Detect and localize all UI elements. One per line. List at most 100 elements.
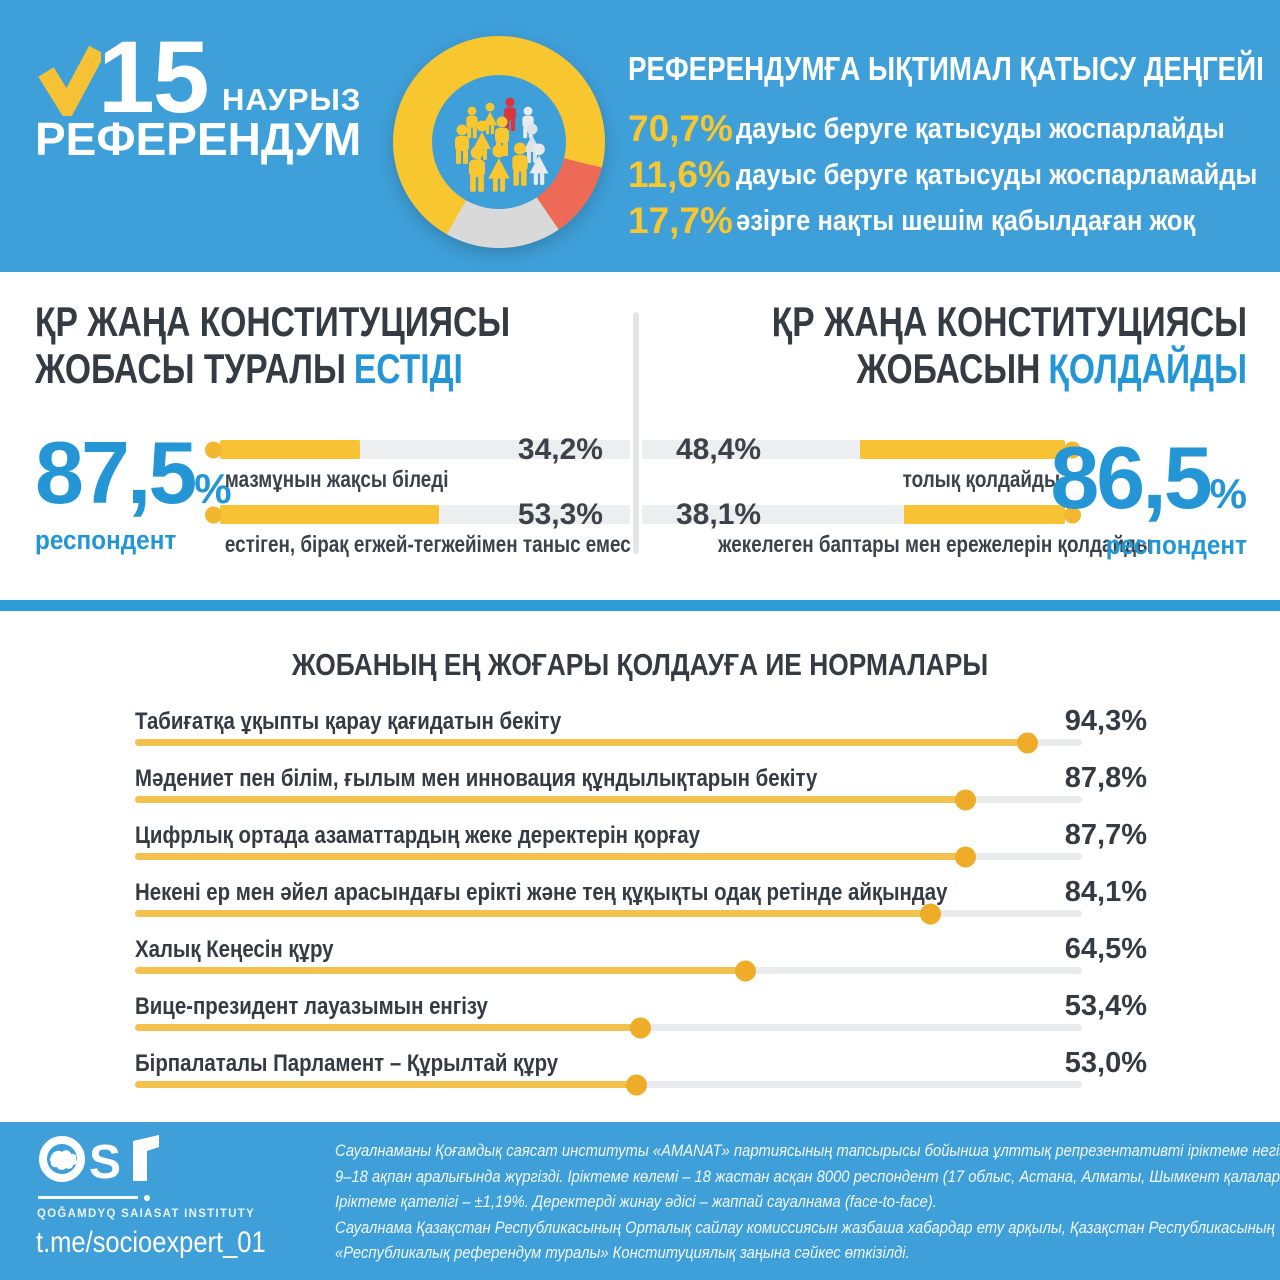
constitution-section: ҚР ЖАҢА КОНСТИТУЦИЯСЫ ЖОБАСЫ ТУРАЛЫ ЕСТІД… bbox=[0, 272, 1280, 600]
participation-block: РЕФЕРЕНДУМҒА ЫҚТИМАЛ ҚАТЫСУ ДЕҢГЕЙІ 70,7… bbox=[628, 50, 1264, 244]
people-group-icon bbox=[432, 73, 566, 212]
support-title: ҚР ЖАҢА КОНСТИТУЦИЯСЫ ЖОБАСЫН ҚОЛДАЙДЫ bbox=[772, 298, 1247, 392]
logo-day: 15 bbox=[98, 20, 209, 134]
norms-title: ЖОБАНЫҢ ЕҢ ЖОҒАРЫ ҚОЛДАУҒА ИЕ НОРМАЛАРЫ bbox=[291, 647, 989, 682]
support-bar-row: 48,4% толық қолдайды bbox=[642, 433, 1081, 493]
norm-track bbox=[135, 1074, 1082, 1095]
bar-fill bbox=[903, 505, 1065, 524]
participation-stats: 70,7% дауыс беруге қатысуды жоспарлайды … bbox=[628, 106, 1257, 244]
stat-value: 11,6% bbox=[628, 154, 731, 195]
norm-dot bbox=[629, 1017, 651, 1038]
stat-label: дауыс беруге қатысуды жоспарлайды bbox=[736, 112, 1225, 145]
bar-fill bbox=[860, 440, 1065, 459]
section-divider bbox=[0, 600, 1280, 611]
support-title-line2: ЖОБАСЫН bbox=[856, 345, 1041, 393]
logo-month: НАУРЫЗ bbox=[222, 82, 362, 117]
bar-dot bbox=[1064, 506, 1081, 523]
methodology-line: Сауалнаманы Қоғамдық саясат институты «A… bbox=[335, 1141, 1280, 1160]
norm-label: Цифрлық ортада азаматтардың жеке деректе… bbox=[135, 822, 700, 849]
bar-dot bbox=[205, 441, 222, 458]
stat-value: 70,7% bbox=[628, 108, 733, 149]
qsi-logo-icon: S bbox=[37, 1133, 187, 1192]
org-name: QOĞAMDYQ SAIASAT INSTITUTY bbox=[37, 1206, 256, 1220]
heard-title-accent: ЕСТІДІ bbox=[353, 345, 463, 393]
norm-label: Табиғатқа ұқыпты қарау қағидатын бекіту bbox=[135, 708, 562, 735]
norm-dot bbox=[955, 789, 977, 810]
norm-dot bbox=[954, 846, 976, 867]
bar-track: 34,2% bbox=[205, 433, 630, 466]
norm-track bbox=[135, 960, 1082, 981]
heard-title-line2: ЖОБАСЫ ТУРАЛЫ bbox=[35, 345, 346, 393]
bar-value: 34,2% bbox=[517, 432, 603, 466]
norm-dot bbox=[625, 1074, 647, 1095]
heard-bar-row: 34,2% мазмұнын жақсы біледі bbox=[205, 433, 630, 493]
heard-bar-row: 53,3% естіген, бірақ егжей-тегжейімен та… bbox=[205, 498, 631, 558]
support-title-line1: ҚР ЖАҢА КОНСТИТУЦИЯСЫ bbox=[771, 298, 1247, 345]
norm-fill bbox=[135, 903, 942, 924]
norm-track bbox=[135, 903, 1082, 924]
bar-fill bbox=[220, 440, 361, 459]
norm-fill bbox=[135, 960, 756, 981]
support-bar-row: 38,1% жекелеген баптары мен ережелерін қ… bbox=[642, 498, 1152, 558]
norm-track bbox=[135, 846, 1082, 867]
bar-track: 53,3% bbox=[205, 498, 630, 531]
methodology-text: Сауалнаманы Қоғамдық саясат институты «A… bbox=[335, 1138, 1280, 1266]
norm-row: Халық Кеңесін құру 64,5% bbox=[135, 933, 1147, 990]
bar-value: 53,3% bbox=[517, 497, 603, 531]
methodology-line: «Республикалық референдум туралы» Консти… bbox=[335, 1243, 910, 1263]
support-big-value: 86,5 bbox=[1050, 428, 1212, 527]
norm-track bbox=[135, 732, 1082, 753]
norms-rows: Табиғатқа ұқыпты қарау қағидатын бекіту … bbox=[0, 705, 1280, 1104]
norm-track bbox=[135, 1017, 1082, 1038]
norm-label: Бірпалаталы Парламент – Құрылтай құру bbox=[135, 1050, 559, 1077]
norm-fill bbox=[135, 1074, 647, 1095]
norm-row: Некені ер мен әйел арасындағы ерікті жән… bbox=[135, 876, 1147, 933]
bar-caption: мазмұнын жақсы біледі bbox=[224, 466, 449, 492]
heard-big-unit: % bbox=[194, 465, 232, 512]
telegram-handle-link[interactable]: t.me/socioexpert_01 bbox=[36, 1226, 266, 1259]
bar-value: 48,4% bbox=[676, 432, 762, 466]
footer: S QOĞAMDYQ SAIASAT INSTITUTY t.me/socioe… bbox=[0, 1122, 1280, 1280]
stat-row: 11,6% дауыс беруге қатысуды жоспарламайд… bbox=[628, 152, 1257, 198]
norm-fill bbox=[135, 789, 977, 810]
participation-title: РЕФЕРЕНДУМҒА ЫҚТИМАЛ ҚАТЫСУ ДЕҢГЕЙІ bbox=[628, 50, 1264, 87]
norm-value: 87,8% bbox=[1064, 762, 1147, 794]
bar-dot bbox=[1064, 441, 1081, 458]
stat-row: 70,7% дауыс беруге қатысуды жоспарлайды bbox=[628, 106, 1253, 152]
logo-underline bbox=[38, 1195, 150, 1201]
norm-fill bbox=[135, 732, 1039, 753]
stat-value: 17,7% bbox=[628, 200, 733, 241]
support-big-number: 86,5% респондент bbox=[1047, 434, 1247, 561]
heard-big-value: 87,5 bbox=[35, 423, 197, 522]
vertical-divider bbox=[633, 312, 639, 554]
logo-word: РЕФЕРЕНДУМ bbox=[35, 113, 362, 165]
norm-label: Вице-президент лауазымын енгізу bbox=[135, 993, 488, 1020]
bar-fill bbox=[220, 505, 439, 524]
donut-inner bbox=[432, 75, 566, 209]
norm-value: 64,5% bbox=[1064, 933, 1147, 965]
methodology-line: Сауалнама Қазақстан Республикасының Орта… bbox=[335, 1217, 1275, 1237]
norm-dot bbox=[1017, 732, 1039, 753]
norm-value: 84,1% bbox=[1064, 876, 1147, 908]
norm-row: Цифрлық ортада азаматтардың жеке деректе… bbox=[135, 819, 1147, 876]
norm-dot bbox=[734, 960, 756, 981]
norm-label: Некені ер мен әйел арасындағы ерікті жән… bbox=[135, 879, 948, 906]
norm-value: 53,4% bbox=[1064, 990, 1147, 1022]
header: 15 НАУРЫЗ РЕФЕРЕНДУМ bbox=[0, 0, 1280, 272]
norm-row: Мәдениет пен білім, ғылым мен инновация … bbox=[135, 762, 1147, 819]
participation-donut bbox=[393, 36, 605, 248]
bar-track: 48,4% bbox=[642, 433, 1081, 466]
norm-track bbox=[135, 789, 1082, 810]
norm-row: Бірпалаталы Парламент – Құрылтай құру 53… bbox=[135, 1047, 1147, 1104]
norm-row: Табиғатқа ұқыпты қарау қағидатын бекіту … bbox=[135, 705, 1147, 762]
heard-big-number: 87,5% респондент bbox=[35, 429, 232, 556]
bar-track: 38,1% bbox=[642, 498, 1081, 531]
referendum-logo: 15 НАУРЫЗ РЕФЕРЕНДУМ bbox=[35, 26, 361, 165]
support-big-unit: % bbox=[1209, 470, 1247, 517]
support-title-accent: ҚОЛДАЙДЫ bbox=[1048, 345, 1247, 393]
heard-title: ҚР ЖАҢА КОНСТИТУЦИЯСЫ ЖОБАСЫ ТУРАЛЫ ЕСТІД… bbox=[35, 298, 510, 392]
norm-value: 87,7% bbox=[1064, 819, 1147, 851]
stat-label: әзірге нақты шешім қабылдаған жоқ bbox=[736, 204, 1196, 237]
norms-section: ЖОБАНЫҢ ЕҢ ЖОҒАРЫ ҚОЛДАУҒА ИЕ НОРМАЛАРЫ … bbox=[0, 611, 1280, 1122]
